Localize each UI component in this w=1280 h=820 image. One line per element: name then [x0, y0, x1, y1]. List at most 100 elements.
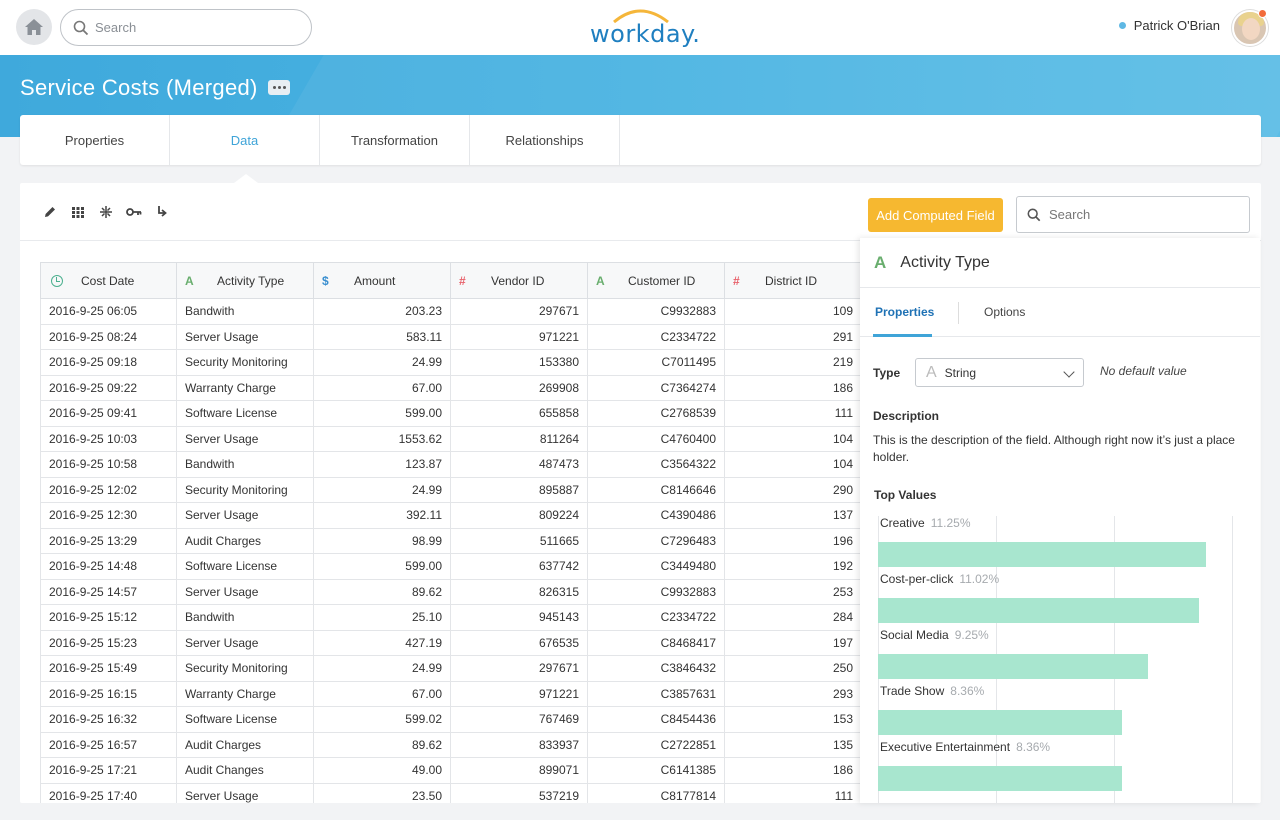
table-row[interactable]: 2016-9-25 15:49 Security Monitoring 24.99 2…	[40, 655, 862, 682]
table-row[interactable]: 2016-9-25 15:12 Bandwith 25.10 945143 C23347…	[40, 604, 862, 631]
table-cell[interactable]: 599.00	[313, 553, 451, 580]
table-cell[interactable]: 2016-9-25 12:30	[40, 502, 177, 529]
table-cell[interactable]: 2016-9-25 15:23	[40, 629, 177, 656]
compress-button[interactable]	[97, 203, 115, 221]
table-row[interactable]: 2016-9-25 16:15 Warranty Charge 67.00 97122…	[40, 680, 862, 707]
table-cell[interactable]: C3846432	[587, 655, 725, 682]
table-cell[interactable]: C9932883	[587, 298, 725, 325]
add-computed-field-button[interactable]: Add Computed Field	[868, 198, 1003, 232]
column-header[interactable]: A Customer ID	[587, 262, 725, 299]
table-cell[interactable]: Audit Charges	[176, 731, 314, 758]
table-cell[interactable]: 971221	[450, 680, 588, 707]
table-cell[interactable]: 655858	[450, 400, 588, 427]
table-cell[interactable]: 599.02	[313, 706, 451, 733]
table-cell[interactable]: 2016-9-25 09:18	[40, 349, 177, 376]
table-cell[interactable]: C2334722	[587, 323, 725, 350]
table-cell[interactable]: 971221	[450, 323, 588, 350]
table-cell[interactable]: 24.99	[313, 655, 451, 682]
table-cell[interactable]: 2016-9-25 14:57	[40, 578, 177, 605]
tab-relationships[interactable]: Relationships	[470, 115, 620, 165]
table-row[interactable]: 2016-9-25 14:48 Software License 599.00 637…	[40, 553, 862, 580]
table-cell[interactable]: Server Usage	[176, 502, 314, 529]
data-search-input[interactable]	[1049, 207, 1239, 222]
table-row[interactable]: 2016-9-25 17:21 Audit Changes 49.00 899071 C…	[40, 757, 862, 784]
column-header[interactable]: Cost Date	[40, 262, 177, 299]
table-cell[interactable]: C2722851	[587, 731, 725, 758]
tab-properties[interactable]: Properties	[20, 115, 170, 165]
table-cell[interactable]: 123.87	[313, 451, 451, 478]
table-cell[interactable]: 135	[724, 731, 862, 758]
table-cell[interactable]: 67.00	[313, 680, 451, 707]
table-cell[interactable]: C3449480	[587, 553, 725, 580]
table-cell[interactable]: 297671	[450, 298, 588, 325]
table-cell[interactable]: Bandwith	[176, 604, 314, 631]
column-header[interactable]: # Vendor ID	[450, 262, 588, 299]
table-cell[interactable]: Software License	[176, 706, 314, 733]
table-cell[interactable]: C3857631	[587, 680, 725, 707]
table-cell[interactable]: Server Usage	[176, 323, 314, 350]
table-cell[interactable]: 253	[724, 578, 862, 605]
table-row[interactable]: 2016-9-25 14:57 Server Usage 89.62 826315 C9…	[40, 578, 862, 605]
home-button[interactable]	[16, 9, 52, 45]
table-cell[interactable]: C8454436	[587, 706, 725, 733]
global-search-input[interactable]	[95, 20, 295, 35]
table-cell[interactable]: 137	[724, 502, 862, 529]
table-row[interactable]: 2016-9-25 13:29 Audit Charges 98.99 511665 C…	[40, 527, 862, 554]
table-cell[interactable]: 637742	[450, 553, 588, 580]
table-cell[interactable]: 2016-9-25 12:02	[40, 476, 177, 503]
user-menu[interactable]: Patrick O'Brian	[1118, 18, 1220, 33]
top-value-bar[interactable]	[878, 654, 1148, 679]
table-row[interactable]: 2016-9-25 09:22 Warranty Charge 67.00 26990…	[40, 374, 862, 401]
notification-badge[interactable]	[1258, 9, 1267, 18]
table-cell[interactable]: 811264	[450, 425, 588, 452]
table-cell[interactable]: 2016-9-25 09:41	[40, 400, 177, 427]
table-cell[interactable]: 487473	[450, 451, 588, 478]
table-cell[interactable]: Bandwith	[176, 451, 314, 478]
top-value-bar[interactable]	[878, 766, 1122, 791]
table-cell[interactable]: 284	[724, 604, 862, 631]
table-cell[interactable]: 2016-9-25 15:12	[40, 604, 177, 631]
table-cell[interactable]: 109	[724, 298, 862, 325]
table-cell[interactable]: 833937	[450, 731, 588, 758]
table-cell[interactable]: 67.00	[313, 374, 451, 401]
table-cell[interactable]: 537219	[450, 782, 588, 803]
top-value-bar[interactable]	[878, 542, 1206, 567]
table-cell[interactable]: 269908	[450, 374, 588, 401]
table-cell[interactable]: 186	[724, 374, 862, 401]
table-cell[interactable]: 2016-9-25 13:29	[40, 527, 177, 554]
table-row[interactable]: 2016-9-25 17:40 Server Usage 23.50 537219 C8…	[40, 782, 862, 803]
table-cell[interactable]: 196	[724, 527, 862, 554]
table-cell[interactable]: 203.23	[313, 298, 451, 325]
table-cell[interactable]: Server Usage	[176, 425, 314, 452]
table-row[interactable]: 2016-9-25 16:57 Audit Charges 89.62 833937 C…	[40, 731, 862, 758]
table-cell[interactable]: 89.62	[313, 578, 451, 605]
table-cell[interactable]: 899071	[450, 757, 588, 784]
table-cell[interactable]: 104	[724, 425, 862, 452]
table-cell[interactable]: Software License	[176, 553, 314, 580]
table-cell[interactable]: Audit Changes	[176, 757, 314, 784]
table-cell[interactable]: Security Monitoring	[176, 349, 314, 376]
table-cell[interactable]: 1553.62	[313, 425, 451, 452]
panel-tab-options[interactable]: Options	[984, 305, 1026, 319]
table-cell[interactable]: 250	[724, 655, 862, 682]
table-cell[interactable]: 2016-9-25 16:32	[40, 706, 177, 733]
table-cell[interactable]: 98.99	[313, 527, 451, 554]
table-cell[interactable]: 945143	[450, 604, 588, 631]
table-cell[interactable]: Software License	[176, 400, 314, 427]
table-cell[interactable]: C7296483	[587, 527, 725, 554]
table-cell[interactable]: Server Usage	[176, 782, 314, 803]
table-cell[interactable]: 291	[724, 323, 862, 350]
table-cell[interactable]: C4390486	[587, 502, 725, 529]
table-cell[interactable]: C3564322	[587, 451, 725, 478]
table-cell[interactable]: 767469	[450, 706, 588, 733]
join-button[interactable]	[153, 203, 171, 221]
table-cell[interactable]: C7364274	[587, 374, 725, 401]
table-cell[interactable]: 826315	[450, 578, 588, 605]
columns-button[interactable]	[69, 203, 87, 221]
table-cell[interactable]: Bandwith	[176, 298, 314, 325]
table-cell[interactable]: Audit Charges	[176, 527, 314, 554]
table-row[interactable]: 2016-9-25 15:23 Server Usage 427.19 676535 C…	[40, 629, 862, 656]
table-cell[interactable]: 192	[724, 553, 862, 580]
table-cell[interactable]: 111	[724, 400, 862, 427]
table-cell[interactable]: 290	[724, 476, 862, 503]
